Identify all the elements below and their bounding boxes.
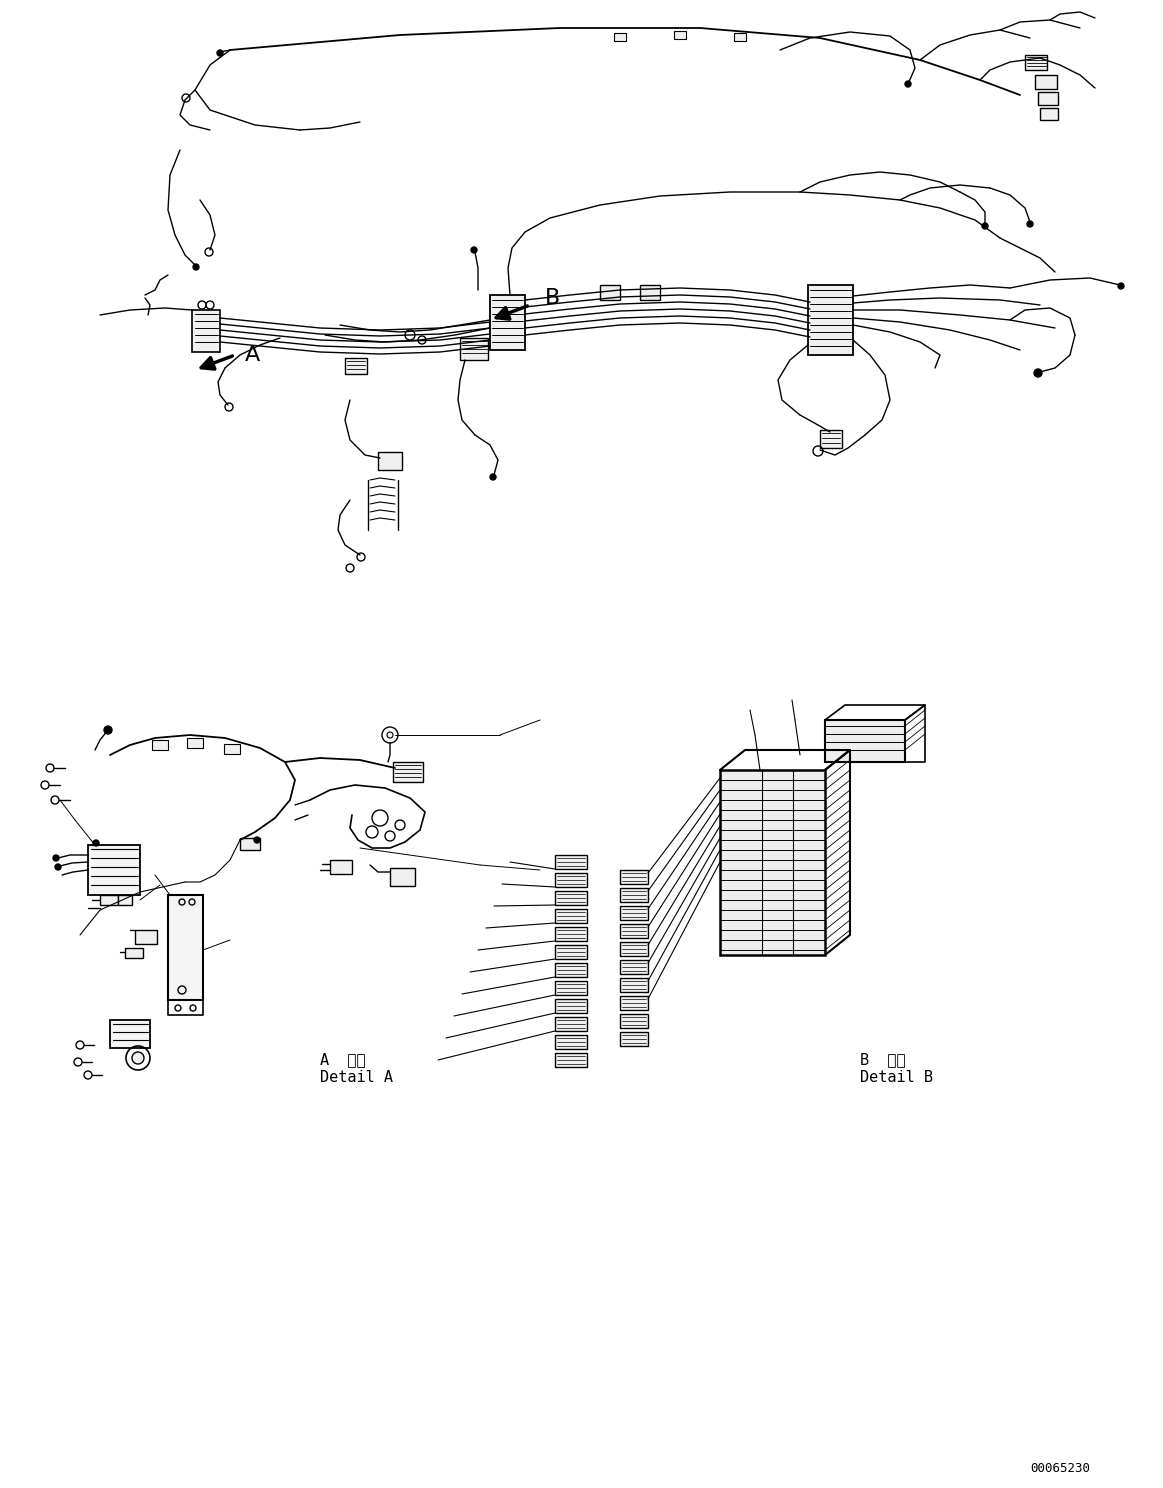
Bar (620, 1013, 648, 1028)
Bar (734, 33, 745, 42)
Circle shape (217, 51, 223, 57)
Bar (555, 1036, 587, 1049)
Bar (1025, 55, 1047, 70)
Circle shape (55, 865, 60, 870)
Bar (555, 856, 587, 869)
Bar (192, 310, 220, 353)
Bar (675, 31, 686, 39)
Bar (555, 909, 587, 923)
Circle shape (254, 836, 261, 844)
Text: 00065230: 00065230 (1030, 1461, 1090, 1475)
Circle shape (93, 841, 99, 847)
Bar (620, 888, 648, 902)
Bar (117, 894, 131, 905)
Text: A: A (245, 345, 261, 365)
Bar (110, 1019, 150, 1048)
Bar (640, 286, 659, 301)
Circle shape (387, 732, 393, 738)
Bar (393, 762, 423, 783)
Circle shape (1027, 222, 1033, 228)
Bar (555, 891, 587, 905)
Bar (620, 942, 648, 955)
Circle shape (193, 263, 199, 269)
Circle shape (471, 247, 477, 253)
Text: B  詳細: B 詳細 (859, 1052, 906, 1067)
Bar (461, 338, 488, 360)
Bar (167, 894, 204, 1000)
Bar (555, 1016, 587, 1031)
Bar (124, 948, 143, 958)
Bar (555, 945, 587, 958)
Bar (1035, 74, 1057, 89)
Bar (600, 286, 620, 301)
Bar (88, 845, 140, 894)
Bar (330, 860, 352, 873)
Bar (820, 430, 842, 448)
Bar (620, 995, 648, 1010)
Text: B: B (545, 289, 561, 308)
Bar (825, 720, 905, 762)
Circle shape (104, 726, 112, 734)
Bar (224, 744, 240, 754)
Bar (100, 894, 117, 905)
Bar (720, 769, 825, 955)
Bar (620, 870, 648, 884)
Circle shape (131, 1052, 144, 1064)
Circle shape (905, 80, 911, 86)
Bar (1040, 109, 1058, 121)
Bar (555, 1054, 587, 1067)
Text: A  詳細: A 詳細 (320, 1052, 365, 1067)
Bar (152, 740, 167, 750)
Bar (620, 960, 648, 975)
Bar (620, 906, 648, 920)
Text: Detail B: Detail B (859, 1070, 933, 1086)
Bar (555, 873, 587, 887)
Circle shape (53, 856, 59, 862)
Bar (555, 998, 587, 1013)
Bar (555, 963, 587, 978)
Circle shape (490, 475, 495, 481)
Bar (345, 359, 368, 373)
Bar (1039, 92, 1058, 106)
Bar (555, 981, 587, 995)
Circle shape (1118, 283, 1123, 289)
Bar (390, 868, 415, 885)
Bar (187, 738, 204, 748)
Text: Detail A: Detail A (320, 1070, 393, 1086)
Bar (620, 1033, 648, 1046)
Bar (808, 286, 852, 356)
Bar (378, 452, 402, 470)
Circle shape (1034, 369, 1042, 376)
Bar (135, 930, 157, 943)
Bar (490, 295, 525, 350)
Bar (620, 924, 648, 937)
Bar (614, 33, 626, 42)
Circle shape (982, 223, 989, 229)
Bar (620, 978, 648, 992)
Bar (555, 927, 587, 940)
Bar (240, 838, 261, 850)
